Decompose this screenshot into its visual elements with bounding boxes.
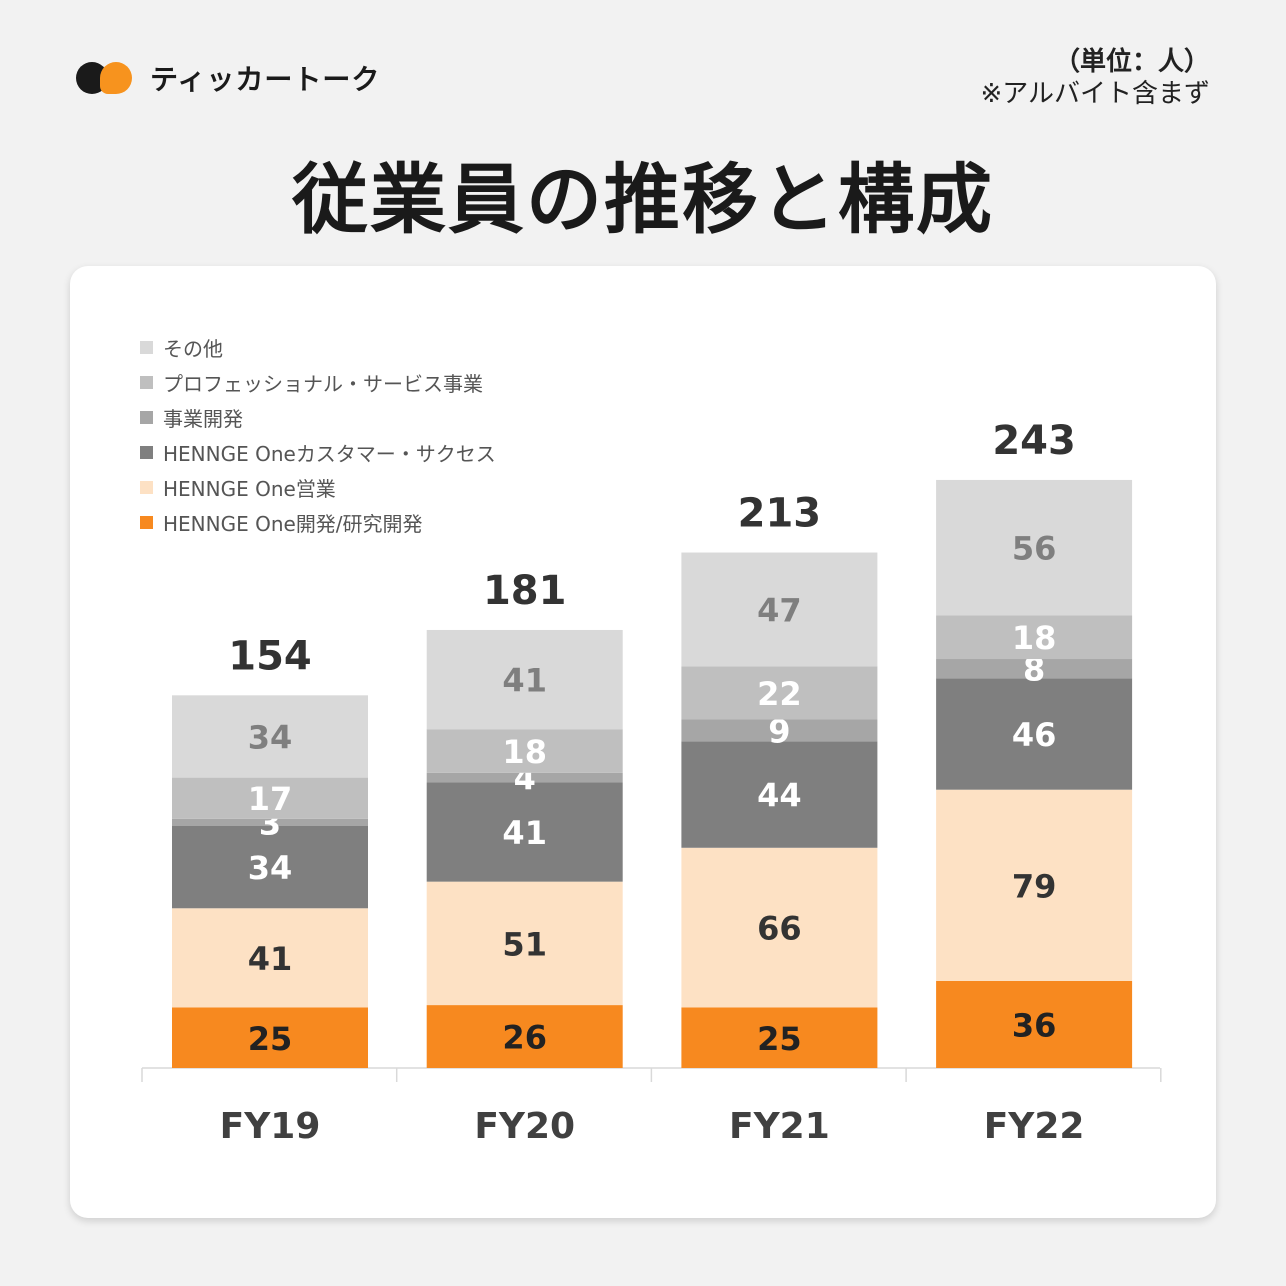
legend-swatch-other (140, 341, 153, 354)
total-label: 181 (483, 568, 567, 614)
legend-label: HENNGE One開発/研究開発 (163, 512, 423, 536)
legend-item: その他 (140, 330, 496, 365)
data-label: 47 (757, 591, 802, 629)
unit-label: （単位：人） (1053, 47, 1210, 77)
total-label: 243 (992, 418, 1076, 464)
data-label: 66 (757, 910, 802, 948)
data-label: 46 (1012, 716, 1057, 754)
data-label: 34 (248, 849, 293, 887)
bar-segment (172, 1007, 368, 1068)
legend-swatch-professional-services (140, 376, 153, 389)
bar-segment (936, 789, 1133, 981)
data-label: 8 (1023, 651, 1045, 689)
bar-segment (426, 881, 623, 1006)
chart-legend: その他 プロフェッショナル・サービス事業 事業開発 HENNGE Oneカスタマ… (140, 330, 496, 540)
data-label: 34 (248, 718, 293, 756)
legend-label: HENNGE One営業 (163, 477, 336, 501)
logo-icon (76, 58, 136, 98)
x-tick-label: FY19 (220, 1106, 321, 1147)
bar-segment (426, 772, 623, 783)
data-label: 51 (502, 925, 547, 963)
bar-segment (681, 847, 878, 1008)
data-label: 22 (757, 675, 802, 713)
data-label: 25 (248, 1020, 293, 1058)
unit-note: （単位：人） ※アルバイト含まず (980, 46, 1210, 110)
logo: ティッカートーク (76, 58, 380, 98)
data-label: 17 (248, 780, 293, 818)
legend-item: プロフェッショナル・サービス事業 (140, 365, 496, 400)
total-label: 213 (738, 491, 822, 537)
bar-segment (936, 479, 1133, 616)
bar-segment (172, 826, 368, 909)
bar-segment (681, 666, 878, 720)
data-label: 25 (757, 1020, 802, 1058)
bar-segment (681, 1007, 878, 1068)
data-label: 41 (502, 814, 547, 852)
bar-segment (936, 659, 1133, 679)
data-label: 56 (1012, 530, 1057, 568)
bar-segment (426, 1005, 623, 1068)
bar-segment (426, 729, 623, 773)
data-label: 18 (1012, 619, 1057, 657)
bar-segment (936, 980, 1133, 1068)
data-label: 9 (768, 712, 790, 750)
logo-text: ティッカートーク (150, 63, 381, 96)
data-label: 41 (502, 662, 547, 700)
bar-segment (426, 629, 623, 730)
x-tick-label: FY21 (729, 1106, 830, 1147)
bar-segment (936, 615, 1133, 660)
legend-item: HENNGE One営業 (140, 470, 496, 505)
legend-item: 事業開発 (140, 400, 496, 435)
legend-label: 事業開発 (163, 407, 243, 431)
bar-segment (681, 741, 878, 848)
bar-segment (172, 777, 368, 819)
legend-swatch-customer-success (140, 446, 153, 459)
data-label: 79 (1012, 867, 1057, 905)
legend-label: その他 (163, 337, 223, 361)
bar-segment (172, 908, 368, 1008)
bar-segment (172, 695, 368, 778)
data-label: 44 (757, 777, 802, 815)
legend-swatch-business-development (140, 411, 153, 424)
data-label: 18 (502, 733, 547, 771)
x-tick-label: FY22 (984, 1106, 1085, 1147)
bar-segment (936, 678, 1133, 790)
legend-item: HENNGE Oneカスタマー・サクセス (140, 435, 496, 470)
data-label: 36 (1012, 1006, 1057, 1044)
page-title: 従業員の推移と構成 (292, 155, 994, 244)
data-label: 41 (248, 940, 293, 978)
legend-item: HENNGE One開発/研究開発 (140, 505, 496, 540)
legend-label: プロフェッショナル・サービス事業 (163, 372, 483, 396)
data-label: 26 (502, 1019, 547, 1057)
bar-segment (426, 782, 623, 882)
legend-swatch-sales (140, 481, 153, 494)
bar-segment (681, 719, 878, 742)
bar-segment (172, 818, 368, 826)
sub-note: ※アルバイト含まず (980, 79, 1210, 109)
x-tick-label: FY20 (474, 1106, 575, 1147)
legend-label: HENNGE Oneカスタマー・サクセス (163, 442, 496, 466)
total-label: 154 (228, 633, 312, 679)
bar-segment (681, 552, 878, 667)
legend-swatch-development (140, 516, 153, 529)
